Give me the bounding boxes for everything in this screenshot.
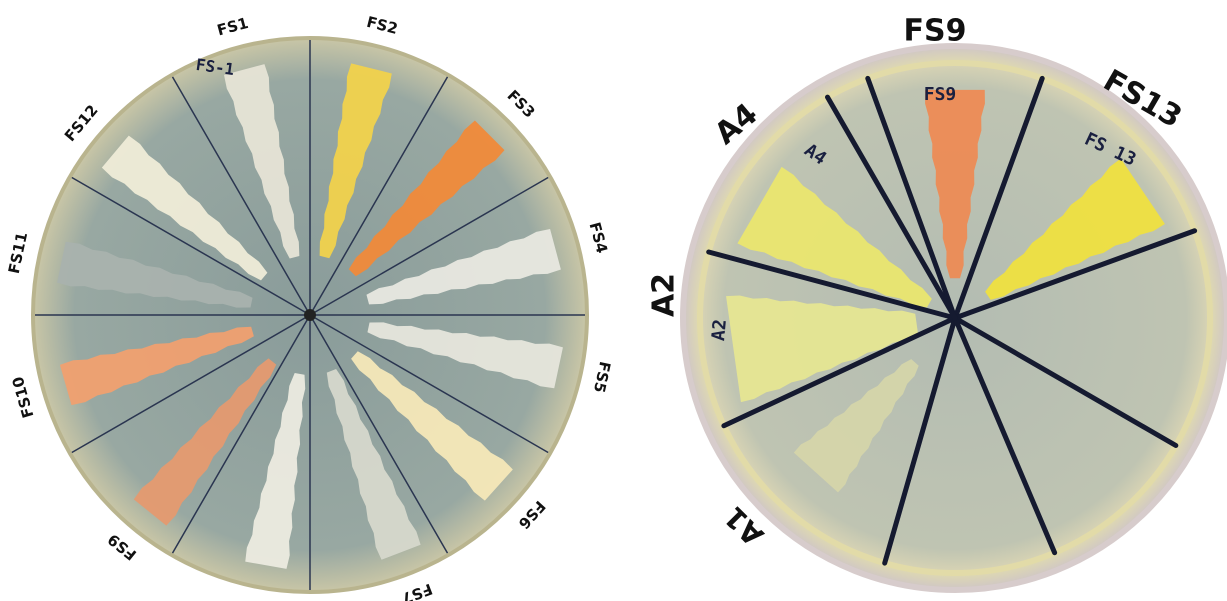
photo: FS1FS2FS3FS4FS5FS6FS7FS8FS9FS10FS11FS12F… [0,0,1227,601]
plate-label: FS5 [590,360,614,395]
handwriting: A2 [708,318,731,341]
plate-label: FS10 [9,375,38,420]
plate-label: FS1 [215,14,250,40]
plate-label: FS11 [5,231,31,276]
center-mark [304,309,316,321]
plate-label: FS6 [515,497,549,532]
plate-label: FS3 [504,86,539,121]
plate-label: A2 [647,273,682,317]
plate-label: FS2 [365,13,400,38]
plate-label: FS7 [399,580,435,601]
plate-label: FS4 [586,220,612,255]
left-plate: FS1FS2FS3FS4FS5FS6FS7FS8FS9FS10FS11FS12F… [5,13,614,601]
handwriting: FS9 [924,84,957,105]
plate-label: FS9 [904,14,967,49]
plate-label: FS9 [104,530,140,564]
plate-label: FS8 [241,597,275,601]
